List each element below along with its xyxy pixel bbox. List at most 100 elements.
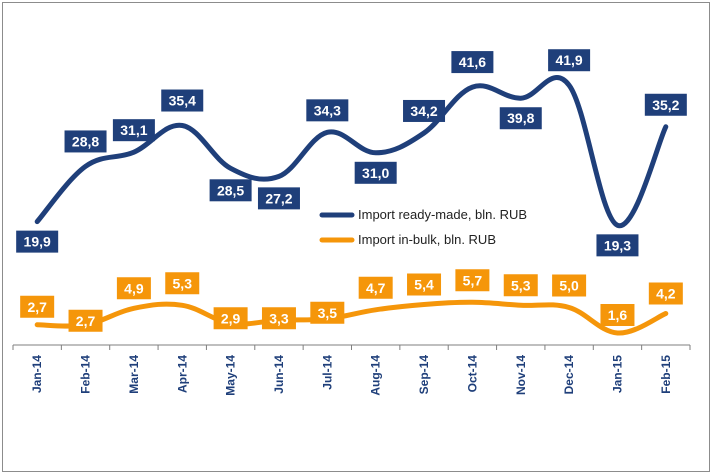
series-line-1 bbox=[34, 299, 669, 336]
data-label: 28,5 bbox=[209, 179, 252, 202]
data-label-box bbox=[306, 99, 349, 122]
data-label-box bbox=[358, 276, 393, 299]
legend-item-in-bulk: Import in-bulk, bln. RUB bbox=[319, 232, 496, 247]
x-tick-label: May-14 bbox=[224, 355, 238, 396]
x-axis bbox=[12, 344, 691, 350]
chart-frame bbox=[2, 2, 710, 472]
x-tick-label: Sep-14 bbox=[417, 355, 431, 395]
x-tick-label: Feb-15 bbox=[659, 355, 673, 394]
data-label-box bbox=[165, 272, 200, 295]
x-tick-label: Jun-14 bbox=[272, 355, 286, 394]
data-label: 35,4 bbox=[161, 89, 204, 112]
data-label-box bbox=[451, 51, 494, 74]
data-labels: 19,9 28,8 31,1 35,4 28,5 27,2 34,3 31,0 34,2 41,6… bbox=[16, 49, 687, 332]
series-line-0 bbox=[34, 75, 669, 228]
data-label: 41,9 bbox=[548, 49, 591, 72]
data-label-box bbox=[600, 304, 635, 326]
x-tick-label: Aug-14 bbox=[369, 355, 383, 396]
data-label: 31,1 bbox=[112, 119, 155, 142]
data-label-text: 4,2 bbox=[656, 286, 676, 302]
data-label-box bbox=[499, 107, 542, 130]
data-label-text: 4,9 bbox=[124, 280, 144, 296]
data-label: 2,7 bbox=[20, 295, 55, 318]
legend-item-ready-made: Import ready-made, bln. RUB bbox=[319, 207, 527, 222]
data-label-box bbox=[552, 274, 587, 297]
data-label-text: 31,1 bbox=[120, 122, 147, 138]
data-label-text: 5,7 bbox=[463, 272, 483, 288]
data-label-box bbox=[261, 307, 296, 330]
data-label-text: 41,6 bbox=[459, 54, 486, 70]
data-label-box bbox=[455, 269, 490, 292]
data-label-box bbox=[20, 295, 55, 318]
x-tick-label: Jul-14 bbox=[320, 355, 334, 390]
data-label-text: 27,2 bbox=[265, 190, 292, 206]
data-label-box bbox=[64, 130, 107, 153]
data-label: 3,5 bbox=[310, 301, 345, 324]
data-label-text: 39,8 bbox=[507, 110, 534, 126]
x-tick-label: Feb-14 bbox=[79, 355, 93, 394]
data-label-box bbox=[403, 99, 446, 122]
data-label-text: 2,7 bbox=[76, 313, 96, 329]
data-label: 35,2 bbox=[644, 93, 687, 116]
data-label-text: 5,3 bbox=[173, 275, 193, 291]
data-label: 5,4 bbox=[407, 273, 442, 296]
data-label: 34,3 bbox=[306, 99, 349, 122]
data-label-text: 31,0 bbox=[362, 165, 389, 181]
x-tick-labels: Jan-14 Feb-14 Mar-14 Apr-14 May-14 Jun-14 Jul-… bbox=[30, 355, 673, 396]
x-tick-label: Nov-14 bbox=[514, 355, 528, 395]
data-label-box bbox=[112, 119, 155, 142]
data-label: 5,3 bbox=[165, 272, 200, 295]
data-label: 41,6 bbox=[451, 51, 494, 74]
x-tick-label: Mar-14 bbox=[127, 355, 141, 394]
data-label-box bbox=[310, 301, 345, 324]
data-label-text: 28,8 bbox=[72, 133, 99, 149]
data-label-box bbox=[68, 309, 103, 332]
data-label-box bbox=[213, 307, 248, 330]
data-label-box bbox=[209, 179, 252, 202]
series-lines bbox=[34, 75, 669, 336]
data-label: 19,3 bbox=[596, 234, 639, 257]
x-tick-label: Jan-14 bbox=[30, 355, 44, 393]
data-label: 3,3 bbox=[261, 307, 296, 330]
data-label-text: 2,7 bbox=[27, 299, 47, 315]
data-label-box bbox=[644, 93, 687, 116]
data-label: 34,2 bbox=[403, 99, 446, 122]
data-label: 4,7 bbox=[358, 276, 393, 299]
data-label-text: 2,9 bbox=[221, 310, 241, 326]
data-label-text: 28,5 bbox=[217, 182, 244, 198]
data-label-box bbox=[161, 89, 204, 112]
data-label-text: 19,9 bbox=[24, 234, 51, 250]
data-label-text: 3,5 bbox=[318, 305, 338, 321]
data-label-box bbox=[407, 273, 442, 296]
x-tick-label: Oct-14 bbox=[465, 355, 479, 393]
data-label: 5,3 bbox=[503, 274, 538, 297]
data-label-text: 1,6 bbox=[608, 307, 628, 323]
data-label: 28,8 bbox=[64, 130, 107, 153]
legend-label-ready-made: Import ready-made, bln. RUB bbox=[358, 207, 527, 222]
data-label-box bbox=[548, 49, 591, 72]
data-label: 27,2 bbox=[257, 187, 300, 210]
data-label: 5,0 bbox=[552, 274, 587, 297]
data-label: 2,7 bbox=[68, 309, 103, 332]
data-label: 2,9 bbox=[213, 307, 248, 330]
data-label-text: 5,4 bbox=[414, 277, 434, 293]
data-label-box bbox=[596, 234, 639, 257]
data-label-box bbox=[503, 274, 538, 297]
data-label: 1,6 bbox=[600, 304, 635, 326]
data-label-box bbox=[354, 161, 397, 184]
data-label-text: 41,9 bbox=[555, 52, 582, 68]
x-tick-label: Dec-14 bbox=[562, 355, 576, 395]
data-label-box bbox=[257, 187, 300, 210]
x-tick-label: Apr-14 bbox=[175, 355, 189, 393]
data-label-text: 3,3 bbox=[269, 310, 289, 326]
data-label: 31,0 bbox=[354, 161, 397, 184]
legend-label-in-bulk: Import in-bulk, bln. RUB bbox=[358, 232, 496, 247]
data-label-box bbox=[116, 277, 151, 300]
data-label-text: 35,2 bbox=[652, 97, 679, 113]
data-label: 39,8 bbox=[499, 107, 542, 130]
data-label: 5,7 bbox=[455, 269, 490, 292]
data-label-text: 5,0 bbox=[559, 278, 579, 294]
data-label-text: 34,3 bbox=[314, 102, 341, 118]
data-label-text: 34,2 bbox=[410, 103, 437, 119]
legend: Import ready-made, bln. RUB Import in-bu… bbox=[319, 207, 527, 247]
